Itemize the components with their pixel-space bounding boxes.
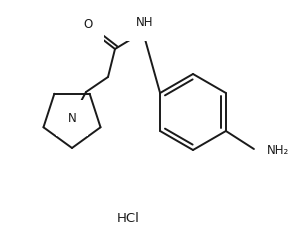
Text: O: O (83, 18, 93, 31)
Text: NH₂: NH₂ (267, 144, 289, 157)
Text: HCl: HCl (117, 212, 139, 225)
Text: NH: NH (136, 16, 154, 30)
Text: N: N (68, 111, 76, 124)
